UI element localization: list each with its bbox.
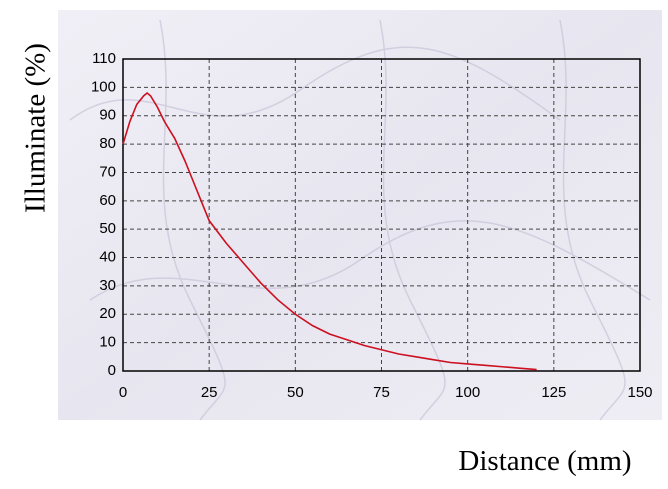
y-tick-label: 110 xyxy=(92,50,116,67)
plot-frame xyxy=(122,58,641,372)
y-tick-label: 40 xyxy=(99,249,116,266)
x-axis-title: Distance (mm) xyxy=(458,445,631,477)
y-tick-label: 0 xyxy=(108,362,116,379)
marble-texture xyxy=(69,19,651,421)
y-tick-label: 70 xyxy=(99,163,116,180)
y-tick-label: 50 xyxy=(99,220,116,237)
y-tick-label: 80 xyxy=(99,135,116,152)
x-tick-label: 0 xyxy=(119,384,127,401)
x-tick-label: 50 xyxy=(287,384,304,401)
y-tick-label: 10 xyxy=(99,334,116,351)
plot-area: 0 10 20 30 40 50 60 70 80 90 100 110 0 25 50 75 100 125 15… xyxy=(91,50,653,401)
y-tick-label: 100 xyxy=(91,78,116,95)
y-tick-label: 90 xyxy=(99,107,116,124)
x-tick-label: 125 xyxy=(541,384,566,401)
x-tick-label: 100 xyxy=(455,384,480,401)
x-tick-label: 25 xyxy=(201,384,218,401)
y-tick-label: 20 xyxy=(99,305,116,322)
y-tick-label: 60 xyxy=(99,192,116,209)
y-tick-label: 30 xyxy=(99,277,116,294)
x-tick-label: 75 xyxy=(373,384,390,401)
data-line xyxy=(122,92,537,371)
panel-background xyxy=(58,10,662,420)
x-tick-label: 150 xyxy=(627,384,652,401)
y-axis-title: Illuminate (%) xyxy=(20,43,52,213)
